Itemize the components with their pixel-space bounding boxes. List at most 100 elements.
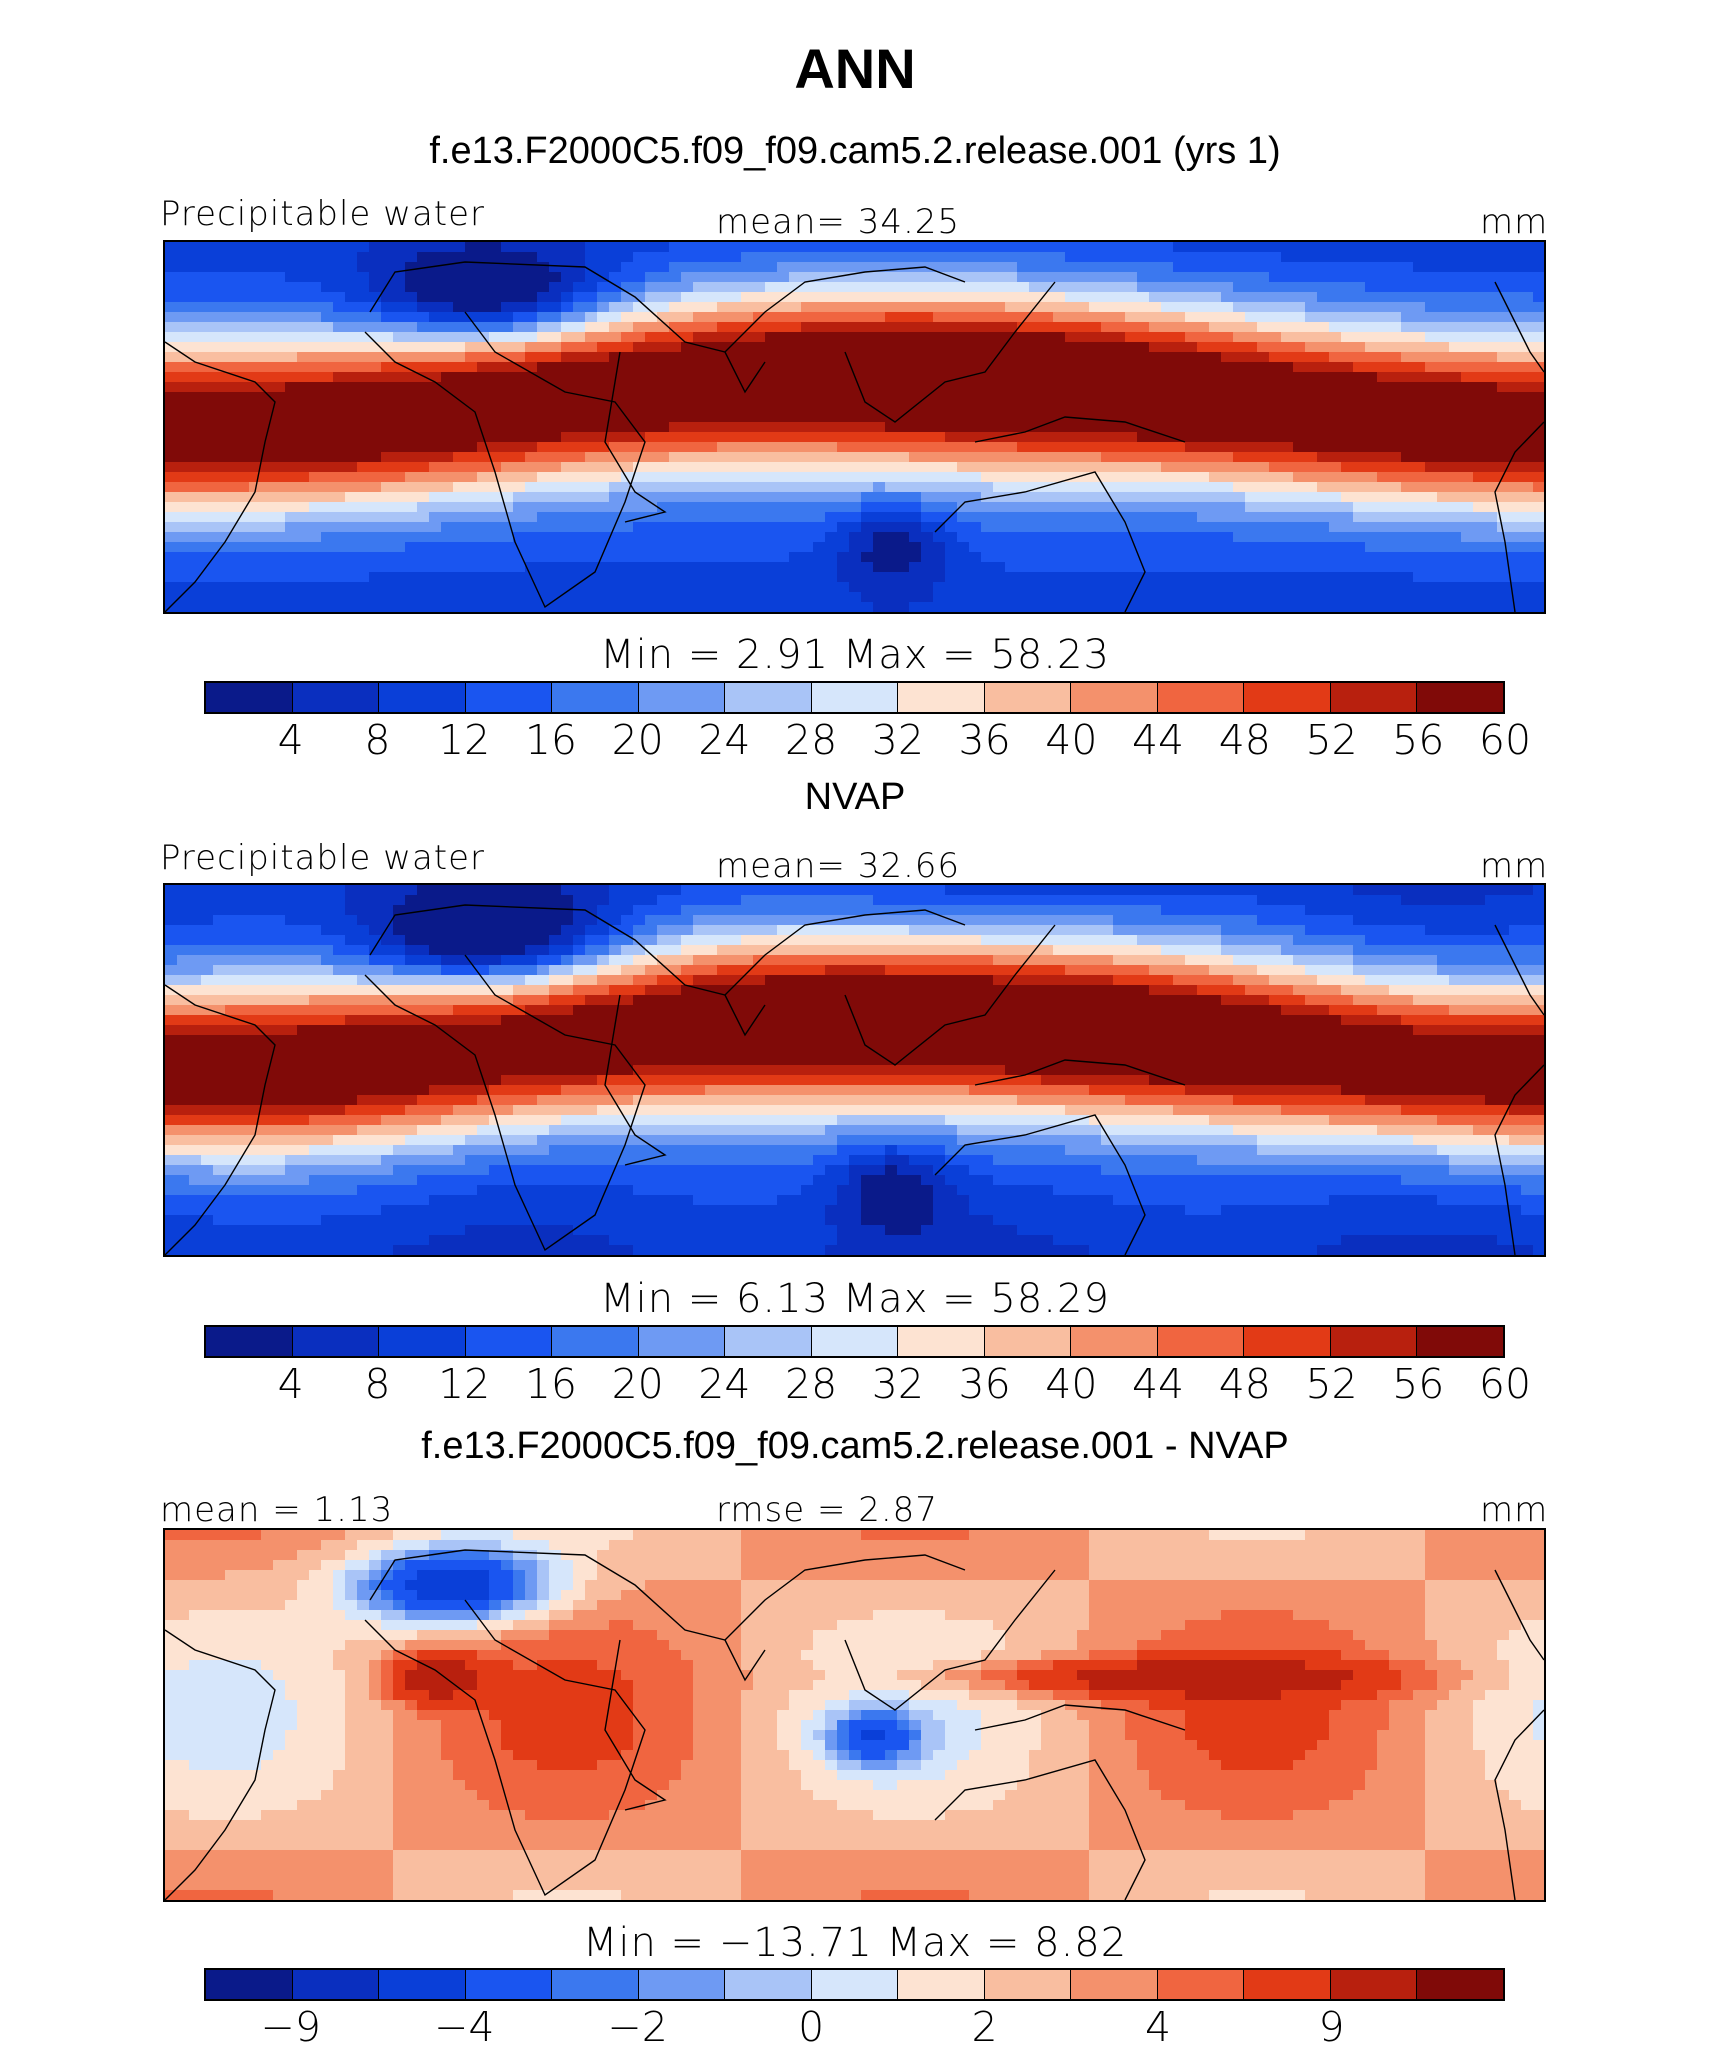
colorbar-tick-label: 24: [698, 1360, 751, 1408]
panel-2-title: NVAP: [804, 776, 906, 818]
colorbar-box: [1330, 1327, 1418, 1356]
colorbar-tick-label: 48: [1218, 1360, 1271, 1408]
panel-3-units-label: mm: [1480, 1490, 1549, 1530]
coastline: [724, 1569, 1056, 1711]
panel-3-contour-field: [165, 1530, 1544, 1900]
colorbar-tick-label: 9: [1318, 2003, 1345, 2051]
colorbar-box: [984, 1970, 1072, 1999]
colorbar-tick-label: 0: [798, 2003, 825, 2051]
colorbar-tick-label: 48: [1218, 716, 1271, 764]
coastline: [724, 281, 1056, 423]
colorbar-box: [1244, 1327, 1331, 1356]
colorbar-box: [292, 1327, 380, 1356]
coastline: [165, 984, 276, 1255]
panel-1-map: [163, 240, 1546, 614]
colorbar-box: [811, 683, 899, 712]
colorbar-box: [898, 1327, 985, 1356]
colorbar-tick-label: −2: [607, 2003, 668, 2051]
panel-1-contour-field: [165, 242, 1544, 612]
colorbar-tick-label: 40: [1045, 716, 1098, 764]
colorbar-box: [1330, 1970, 1418, 1999]
colorbar-box: [1417, 1327, 1503, 1356]
colorbar-tick-label: 20: [611, 1360, 664, 1408]
colorbar-box: [984, 1327, 1072, 1356]
coastline: [364, 311, 646, 609]
colorbar-tick-label: 44: [1131, 1360, 1185, 1408]
coastline: [165, 341, 276, 612]
colorbar-tick-label: 60: [1478, 716, 1532, 764]
colorbar-box: [1157, 683, 1245, 712]
colorbar-tick-label: 56: [1392, 1360, 1445, 1408]
colorbar-tick-label: 4: [277, 1360, 304, 1408]
colorbar-box: [292, 683, 380, 712]
panel-3-mean-label: mean = 1.13: [160, 1490, 394, 1530]
colorbar-tick-label: 60: [1478, 1360, 1532, 1408]
colorbar-box: [1417, 683, 1503, 712]
panel-1-units-label: mm: [1480, 202, 1549, 242]
panel-2-variable-label: Precipitable water: [160, 838, 486, 878]
colorbar-box: [638, 1327, 726, 1356]
panel-3-map: [163, 1528, 1546, 1902]
coastline: [165, 1629, 276, 1900]
colorbar-tick-label: 12: [438, 716, 491, 764]
colorbar-box: [1071, 1327, 1158, 1356]
colorbar-tick-label: 52: [1305, 716, 1358, 764]
coastline: [369, 1549, 966, 1811]
colorbar-tick-label: 12: [438, 1360, 491, 1408]
colorbar-box: [552, 1327, 639, 1356]
colorbar-tick-label: 28: [785, 716, 838, 764]
panel-3-minmax: Min = −13.71 Max = 8.82: [582, 1920, 1128, 1966]
colorbar-tick-label: 52: [1305, 1360, 1358, 1408]
colorbar-box: [1417, 1970, 1503, 1999]
coastline: [934, 416, 1186, 612]
colorbar-box: [725, 1327, 812, 1356]
colorbar-box: [292, 1970, 380, 1999]
colorbar-box: [1330, 683, 1418, 712]
colorbar-tick-label: 20: [611, 716, 664, 764]
colorbar-tick-label: 44: [1131, 716, 1185, 764]
colorbar-box: [725, 1970, 812, 1999]
colorbar-box: [1071, 1970, 1158, 1999]
colorbar-tick-label: 4: [1145, 2003, 1172, 2051]
colorbar-box: [206, 1327, 293, 1356]
colorbar-box: [638, 1970, 726, 1999]
colorbar-box: [1244, 1970, 1331, 1999]
panel-3-colorbar: [204, 1968, 1505, 2001]
colorbar-box: [206, 1970, 293, 1999]
colorbar-box: [898, 683, 985, 712]
panel-2-minmax: Min = 6.13 Max = 58.29: [600, 1276, 1110, 1322]
colorbar-box: [638, 683, 726, 712]
colorbar-box: [379, 1327, 466, 1356]
colorbar-box: [379, 1970, 466, 1999]
colorbar-tick-label: 8: [364, 1360, 391, 1408]
colorbar-tick-label: 36: [958, 716, 1011, 764]
panel-2-units-label: mm: [1480, 846, 1549, 886]
colorbar-box: [898, 1970, 985, 1999]
colorbar-tick-label: 8: [364, 716, 391, 764]
colorbar-box: [811, 1970, 899, 1999]
colorbar-tick-label: 56: [1392, 716, 1445, 764]
main-title: ANN: [794, 37, 916, 100]
colorbar-box: [811, 1327, 899, 1356]
panel-2-contour-field: [165, 885, 1544, 1255]
colorbar-box: [379, 683, 466, 712]
colorbar-tick-label: 16: [524, 716, 578, 764]
coastline: [364, 1599, 646, 1897]
colorbar-tick-label: 24: [698, 716, 751, 764]
colorbar-box: [465, 1970, 553, 1999]
coastline: [369, 904, 966, 1166]
colorbar-box: [465, 683, 553, 712]
colorbar-box: [552, 683, 639, 712]
panel-3-title: f.e13.F2000C5.f09_f09.cam5.2.release.001…: [421, 1425, 1289, 1467]
colorbar-box: [465, 1327, 553, 1356]
colorbar-tick-label: 32: [871, 716, 924, 764]
colorbar-box: [1157, 1327, 1245, 1356]
colorbar-tick-label: 16: [524, 1360, 578, 1408]
colorbar-tick-label: 4: [277, 716, 304, 764]
panel-1-colorbar-ticks: 4 8 12 16 20 24 28 32 36 40 44 48 52 56 60: [204, 716, 1531, 766]
colorbar-box: [206, 683, 293, 712]
panel-1-variable-label: Precipitable water: [160, 194, 486, 234]
panel-1-mean-label: mean= 34.25: [716, 202, 961, 242]
colorbar-box: [725, 683, 812, 712]
panel-2-colorbar-ticks: 4 8 12 16 20 24 28 32 36 40 44 48 52 56 60: [204, 1360, 1531, 1410]
